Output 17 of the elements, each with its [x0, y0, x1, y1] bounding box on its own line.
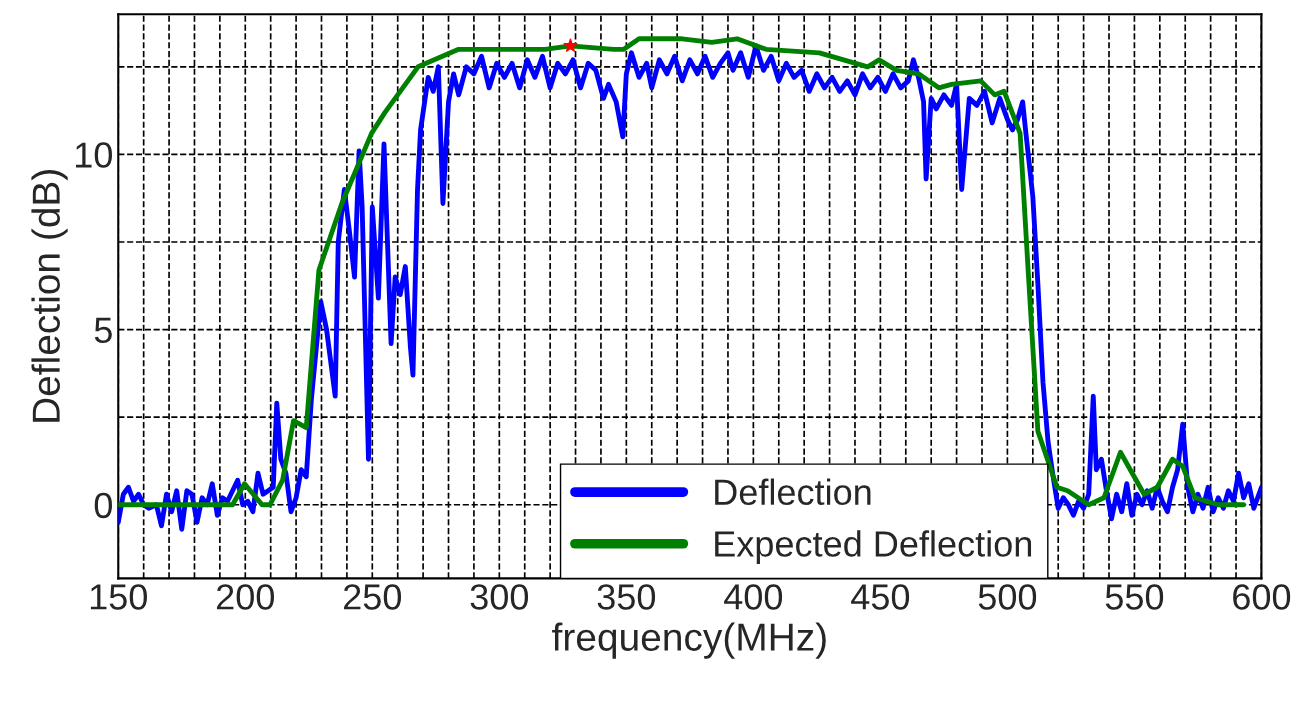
- x-tick-label: 300: [470, 584, 529, 610]
- legend-label: Expected Deflection: [715, 530, 1032, 564]
- y-tick-label: 10: [75, 142, 112, 168]
- y-axis-title: Deflection (dB): [31, 170, 68, 422]
- x-tick-label: 400: [724, 584, 783, 610]
- x-tick-label: 500: [978, 584, 1037, 610]
- x-axis-title: frequency(MHz): [552, 622, 826, 659]
- x-tick-label: 550: [1105, 584, 1164, 610]
- legend-label: Deflection: [715, 478, 871, 506]
- y-tick-label: 5: [94, 317, 112, 344]
- x-tick-label: 350: [597, 584, 656, 610]
- x-tick-label: 250: [344, 584, 402, 610]
- x-tick-label: 200: [216, 584, 274, 610]
- x-tick-label: 600: [1233, 584, 1291, 610]
- x-tick-label: 450: [851, 584, 910, 610]
- y-tick-label: 0: [94, 492, 112, 519]
- x-tick-label: 150: [90, 584, 147, 610]
